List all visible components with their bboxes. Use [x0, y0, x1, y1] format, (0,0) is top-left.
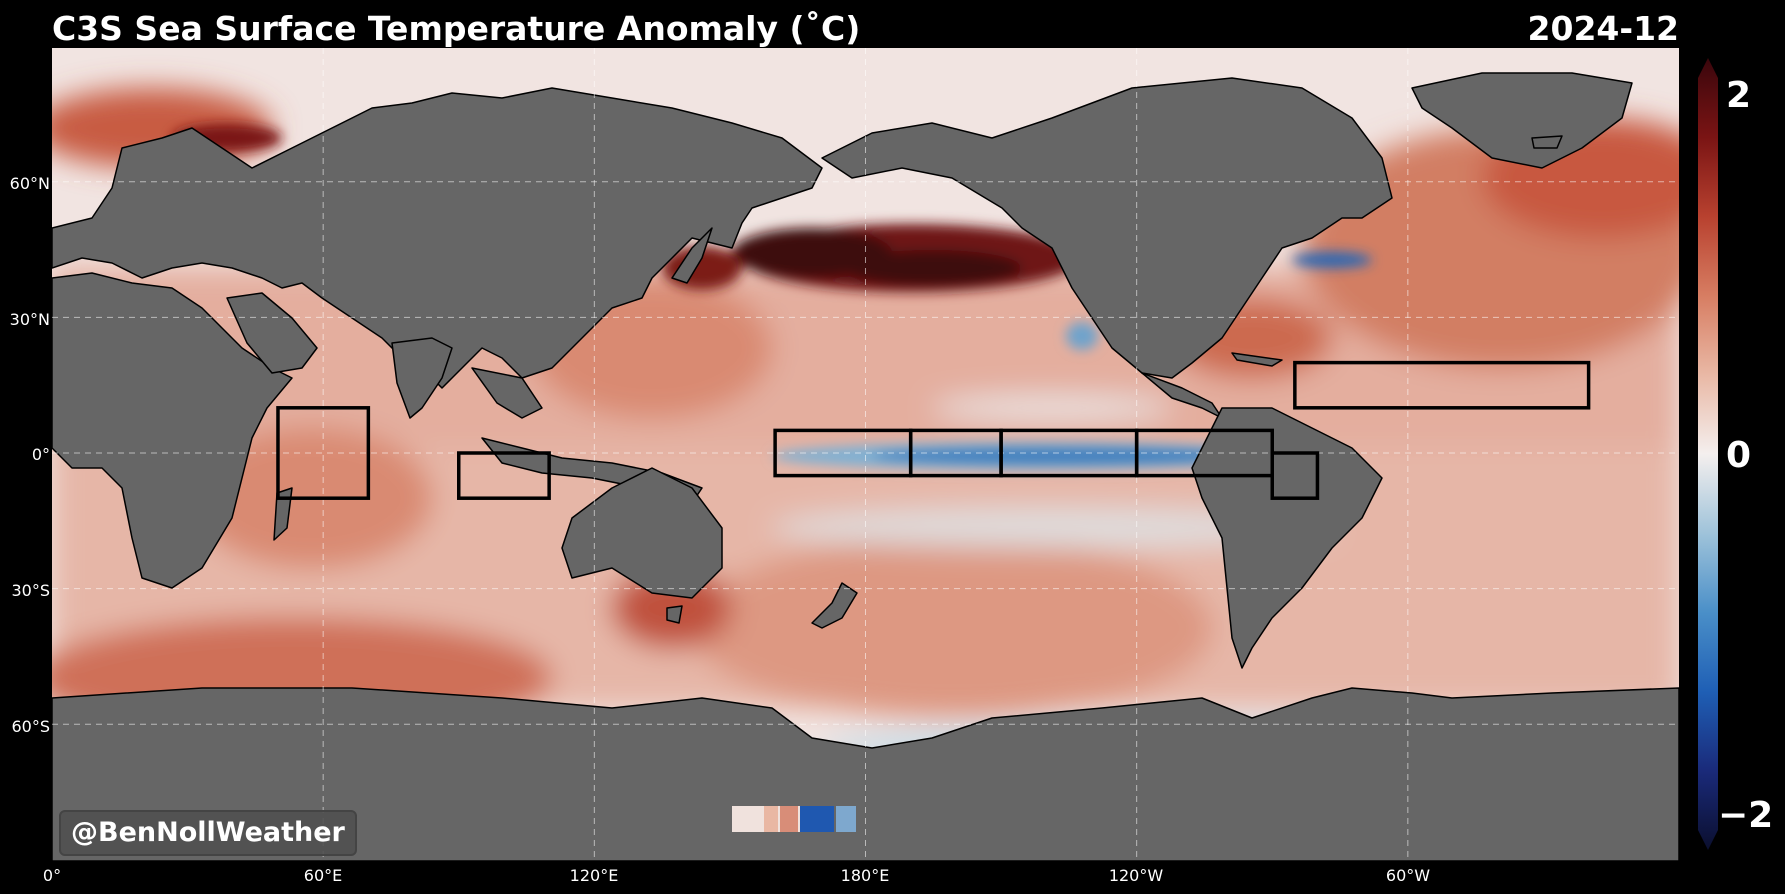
- region-box: [1293, 360, 1591, 410]
- greenland-land: [1411, 72, 1633, 169]
- colorbar-label-zero: 0: [1726, 435, 1752, 476]
- region-box: [276, 406, 371, 500]
- region-box: [457, 451, 551, 500]
- north-america-land: [821, 77, 1393, 379]
- watermark-handle: @BenNollWeather: [59, 810, 357, 856]
- graticule: [52, 48, 1679, 861]
- region-box: [1270, 451, 1320, 500]
- south-america-land: [1191, 407, 1383, 669]
- japan-land: [671, 227, 713, 284]
- lat-label-0: 0°: [31, 445, 50, 464]
- colorbar-label-max: 2: [1726, 75, 1752, 116]
- colorbar: [1698, 58, 1718, 850]
- lat-label-60s: 60°S: [11, 717, 50, 736]
- cuba-land: [1231, 352, 1283, 367]
- map-canvas: [52, 48, 1679, 861]
- region-boxes: [276, 360, 1591, 500]
- map-date: 2024-12: [1527, 9, 1679, 48]
- lon-label-180e: 180°E: [840, 866, 890, 885]
- southeast-asia-land: [471, 367, 543, 419]
- lon-label-60e: 60°E: [303, 866, 343, 885]
- arabia-land: [226, 292, 318, 374]
- madagascar-land: [273, 487, 293, 541]
- lat-label-30s: 30°S: [11, 581, 50, 600]
- sst-anomaly-map: [52, 48, 1679, 861]
- land-masses: [52, 72, 1679, 861]
- lat-label-30n: 30°N: [9, 310, 50, 329]
- tasmania-land: [666, 605, 683, 624]
- lon-label-0: 0°: [42, 866, 62, 885]
- colorbar-label-min: −2: [1718, 795, 1774, 836]
- africa-land: [52, 272, 293, 589]
- ross-sea-anomaly: [732, 806, 856, 832]
- new-zealand-land: [811, 582, 858, 629]
- india-land: [391, 337, 453, 419]
- lon-label-60w: 60°W: [1385, 866, 1431, 885]
- eurasia-land: [52, 87, 823, 389]
- colorbar-ramp: [1698, 58, 1718, 850]
- lon-label-120w: 120°W: [1108, 866, 1164, 885]
- lon-label-120e: 120°E: [569, 866, 619, 885]
- iceland-land: [1531, 135, 1563, 149]
- lat-label-60n: 60°N: [9, 174, 50, 193]
- map-title: C3S Sea Surface Temperature Anomaly (˚C): [52, 9, 861, 48]
- australia-land: [561, 467, 723, 599]
